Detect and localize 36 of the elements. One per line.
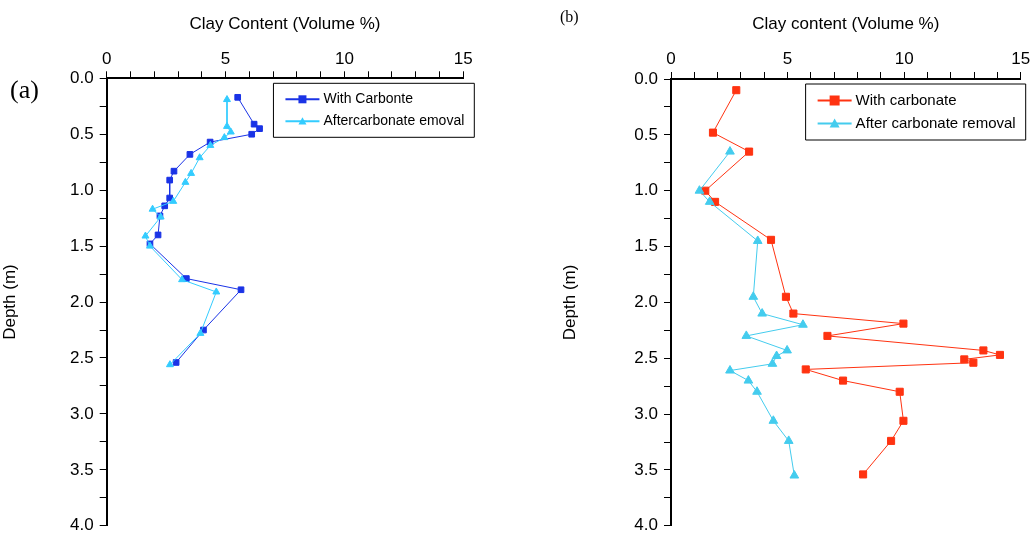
y-tick-label: 3.0 [634, 403, 658, 423]
legend-label: With Carbonte [323, 90, 414, 107]
legend-label: After carbonate removal [855, 113, 1016, 131]
y-tick-label: 3.0 [70, 403, 94, 423]
y-tick-label: 2.0 [70, 291, 94, 311]
legend-label: With carbonate [855, 90, 957, 108]
y-axis-title: Depth (m) [559, 264, 579, 341]
y-tick-label: 4.0 [634, 515, 658, 535]
y-tick-label: 3.5 [634, 459, 658, 479]
y-tick-label: 4.0 [70, 515, 94, 535]
y-tick-label: 1.5 [634, 236, 658, 256]
x-tick-label: 0 [101, 48, 112, 68]
legend-label: Aftercarbonate emoval [323, 112, 465, 129]
x-tick-label: 0 [666, 49, 676, 69]
y-tick-label: 0.0 [634, 68, 658, 88]
x-tick-label: 5 [220, 48, 231, 68]
y-tick-label: 0.5 [70, 123, 94, 143]
x-tick-label: 10 [334, 48, 354, 68]
x-tick-label: 5 [782, 49, 793, 69]
y-tick-label: 3.5 [70, 459, 94, 479]
x-tick-label: 10 [894, 49, 914, 69]
y-tick-label: 0.5 [634, 124, 658, 144]
y-axis-title: Depth (m) [0, 264, 19, 340]
chart-title: (b) [560, 8, 579, 26]
y-tick-label: 2.0 [634, 292, 658, 312]
x-tick-label: 15 [453, 48, 473, 68]
y-tick-label: 2.5 [634, 347, 658, 367]
y-tick-label: 1.0 [634, 180, 658, 200]
x-axis-title: Clay content (Volume %) [752, 13, 940, 33]
chart-title: (a) [10, 75, 39, 104]
y-tick-label: 1.5 [70, 235, 94, 255]
y-tick-label: 2.5 [70, 347, 94, 367]
y-tick-label: 0.0 [70, 67, 94, 87]
x-axis-title: Clay Content (Volume %) [189, 13, 381, 33]
y-tick-label: 1.0 [70, 179, 94, 199]
x-tick-label: 15 [1011, 49, 1031, 69]
